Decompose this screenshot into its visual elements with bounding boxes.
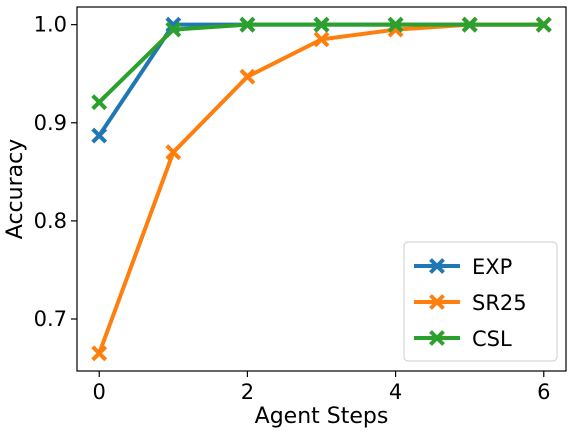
data-point-exp <box>91 127 108 144</box>
legend-item-csl: CSL <box>414 327 512 351</box>
plot-frame <box>76 6 567 372</box>
data-point-csl <box>387 16 404 33</box>
series-csl <box>91 16 552 111</box>
data-point-csl <box>165 21 182 38</box>
y-axis-title: Accuracy <box>3 139 28 239</box>
x-axis-title: Agent Steps <box>255 404 389 429</box>
legend-label-exp: EXP <box>472 255 512 279</box>
data-point-csl <box>239 16 256 33</box>
data-point-csl <box>91 94 108 111</box>
y-tick-label: 0.7 <box>34 307 67 331</box>
legend-label-csl: CSL <box>472 327 512 351</box>
data-point-sr25 <box>313 31 330 48</box>
y-tick-label: 1.0 <box>34 13 67 37</box>
legend: EXP SR25 CSL <box>403 241 558 362</box>
data-point-csl <box>313 16 330 33</box>
data-point-sr25 <box>91 345 108 362</box>
x-tick-label: 6 <box>537 380 550 404</box>
data-point-csl <box>535 16 552 33</box>
data-point-csl <box>461 16 478 33</box>
y-tick-label: 0.8 <box>34 209 67 233</box>
legend-marker-exp <box>429 258 445 274</box>
legend-item-exp: EXP <box>414 255 512 279</box>
y-axis-ticks: 0.7 0.8 0.9 1.0 <box>34 13 77 331</box>
x-tick-label: 0 <box>93 380 106 404</box>
y-tick-label: 0.9 <box>34 111 67 135</box>
legend-marker-csl <box>429 330 445 346</box>
legend-label-sr25: SR25 <box>472 291 527 315</box>
data-point-sr25 <box>165 144 182 161</box>
x-axis-ticks: 0 2 4 6 <box>93 371 550 404</box>
plot-area <box>91 16 552 362</box>
legend-item-sr25: SR25 <box>414 291 527 315</box>
series-line-csl <box>97 22 544 104</box>
x-tick-label: 2 <box>241 380 254 404</box>
x-tick-label: 4 <box>389 380 402 404</box>
legend-marker-sr25 <box>429 294 445 310</box>
data-point-sr25 <box>239 68 256 85</box>
